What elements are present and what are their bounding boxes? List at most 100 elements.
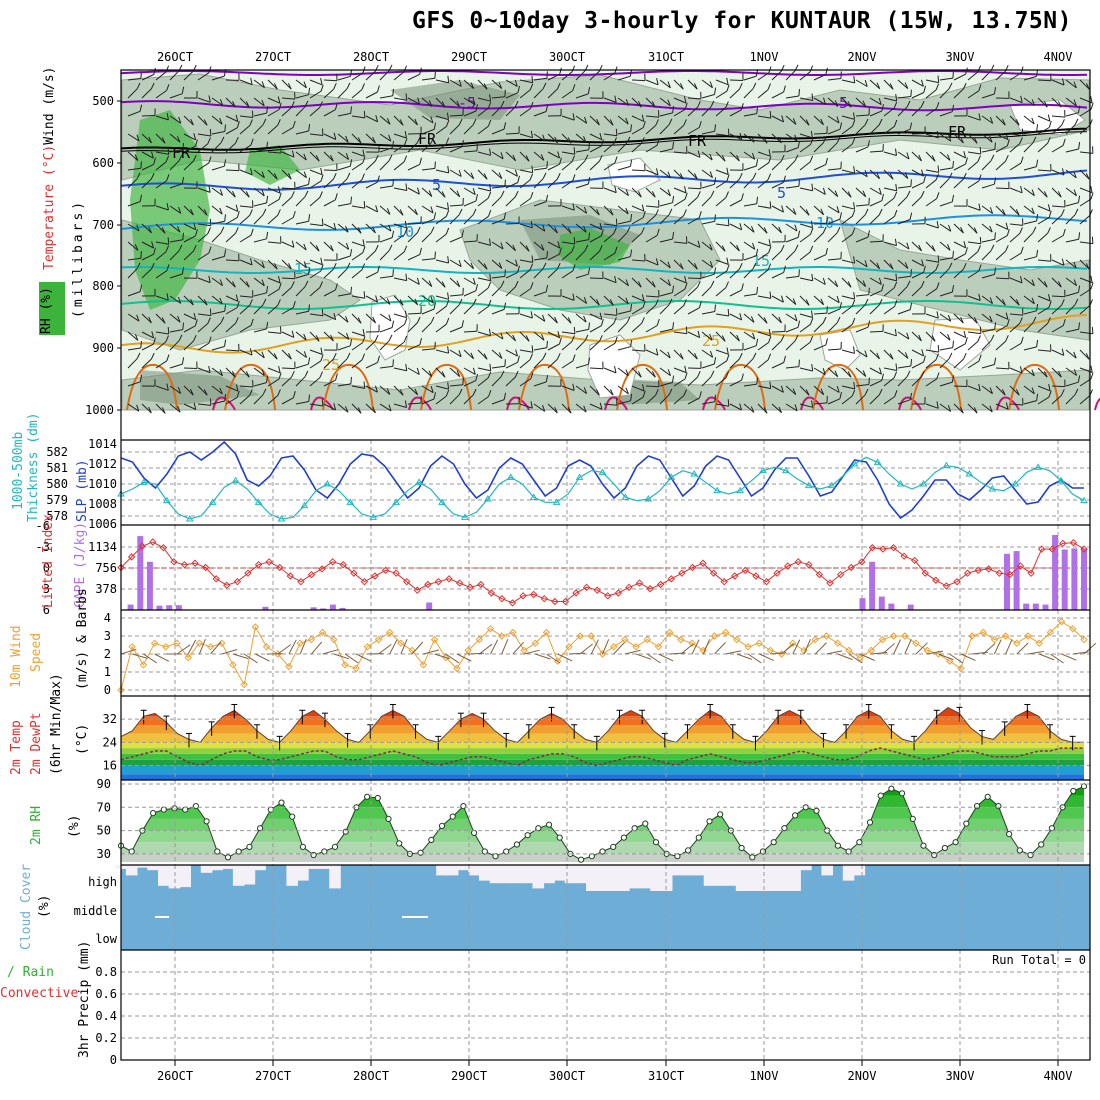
wind-barb-flag: [182, 142, 184, 150]
date-label-bottom: 2NOV: [848, 1069, 877, 1083]
wind-barb: [589, 367, 604, 370]
temperature-contour: [322, 363, 374, 411]
wind-barb: [799, 341, 811, 351]
wind-barb-flag: [514, 169, 518, 177]
wind-barb: [1009, 133, 1023, 137]
wind-barb: [295, 184, 309, 189]
run-total-label: Run Total = 0: [992, 953, 1086, 967]
wind-barb: [617, 256, 631, 261]
lifted-index-marker: [498, 594, 506, 603]
wind-barb: [365, 340, 376, 351]
wind-barb-flag: [809, 245, 814, 253]
wind-barb: [351, 403, 362, 414]
wind-barb-flag: [960, 406, 964, 414]
wind-barb-flag: [794, 224, 798, 232]
wind-barb-flag: [965, 157, 968, 165]
wind-barb: [463, 394, 474, 405]
wind-barb: [421, 128, 435, 135]
wind-barb: [799, 161, 811, 171]
wind-barb: [435, 143, 447, 153]
wind-speed-marker: [531, 639, 540, 647]
wind-barb-flag: [416, 316, 421, 324]
wind-barb-flag: [727, 128, 730, 136]
wind-barb: [463, 187, 476, 196]
wind-barb: [827, 277, 839, 288]
wind-barb: [1037, 385, 1051, 392]
wind-barb: [715, 169, 729, 175]
wind-barb-flag: [515, 259, 518, 267]
wind-barb: [1023, 97, 1035, 107]
wind-barb: [995, 403, 1009, 410]
wind-barb-flag: [1047, 204, 1051, 212]
wind-barb-flag: [362, 246, 366, 253]
wind-barb: [981, 93, 995, 99]
wind-barb-flag: [556, 262, 561, 270]
wind-speed-marker: [766, 646, 775, 655]
wind-barb-flag: [1020, 276, 1023, 284]
wind-barb: [1023, 232, 1034, 243]
wind-barb-flag: [567, 407, 572, 414]
wind-barb: [631, 169, 646, 172]
wind-barb: [169, 115, 182, 124]
wind-barb: [827, 78, 841, 81]
wind-barb: [477, 187, 491, 192]
wind-barb: [281, 169, 292, 180]
wind-barb: [575, 183, 589, 189]
wind-barb-flag: [906, 152, 910, 160]
high-cloud-gap: [607, 865, 619, 891]
wind-barb: [757, 205, 771, 209]
high-cloud-gap: [125, 865, 138, 876]
wind-barb: [680, 643, 694, 655]
slp-tick-label: 1014: [88, 437, 117, 451]
wind-barb-flag: [166, 113, 169, 120]
wind-barb: [617, 295, 629, 305]
wind-barb: [1051, 295, 1066, 298]
wind-barb: [827, 348, 842, 351]
wind-barb: [714, 642, 726, 655]
wind-barb: [281, 367, 296, 370]
wind-barb-flag: [504, 359, 506, 367]
wind-barb: [631, 115, 645, 122]
wind-barb-flag: [417, 97, 420, 105]
wind-barb: [449, 214, 460, 225]
wind-barb: [449, 259, 462, 268]
wind-barb: [197, 313, 211, 317]
high-cloud-gap: [800, 865, 812, 871]
wind-barb-flag: [487, 281, 492, 289]
wind-barb-flag: [428, 190, 433, 197]
wind-barb: [715, 241, 726, 252]
wind-barb-flag: [500, 152, 504, 159]
wind-barb-flag: [161, 137, 166, 144]
wind-barb-flag: [853, 202, 856, 210]
wind-barb-flag: [515, 349, 518, 357]
wind-barb-flag: [1043, 281, 1048, 288]
wind-barb-flag: [209, 128, 212, 137]
li-tick-label: 0: [43, 561, 50, 575]
wind-barb: [701, 331, 713, 341]
wind-barb: [673, 215, 685, 225]
wind-barb-flag: [161, 317, 166, 324]
wind-speed-marker: [901, 632, 909, 640]
wind-barb: [799, 277, 813, 282]
wind-speed-marker: [1013, 639, 1021, 647]
wind-barb-flag: [261, 171, 265, 178]
wind-barb: [925, 169, 939, 173]
wind-barb: [785, 295, 797, 305]
wind-barb: [715, 331, 726, 342]
wind-barb-flag: [250, 167, 253, 175]
wind-barb: [743, 75, 757, 81]
wind-barb-flag: [571, 245, 575, 252]
wind-barb-flag: [1031, 387, 1035, 394]
wind-barb-flag: [978, 293, 981, 301]
wind-barb: [687, 97, 702, 100]
wind-barb-flag: [542, 352, 547, 359]
wind-barb: [1065, 187, 1077, 197]
wind-barb: [785, 147, 799, 153]
wind-barb-flag: [308, 214, 311, 222]
wind-barb: [477, 125, 489, 135]
wind-barb-flag: [655, 389, 659, 396]
wind-barb: [1065, 367, 1077, 376]
wind-barb: [561, 151, 575, 155]
wind-barb-flag: [894, 390, 898, 397]
wind-barb-flag: [881, 283, 884, 291]
